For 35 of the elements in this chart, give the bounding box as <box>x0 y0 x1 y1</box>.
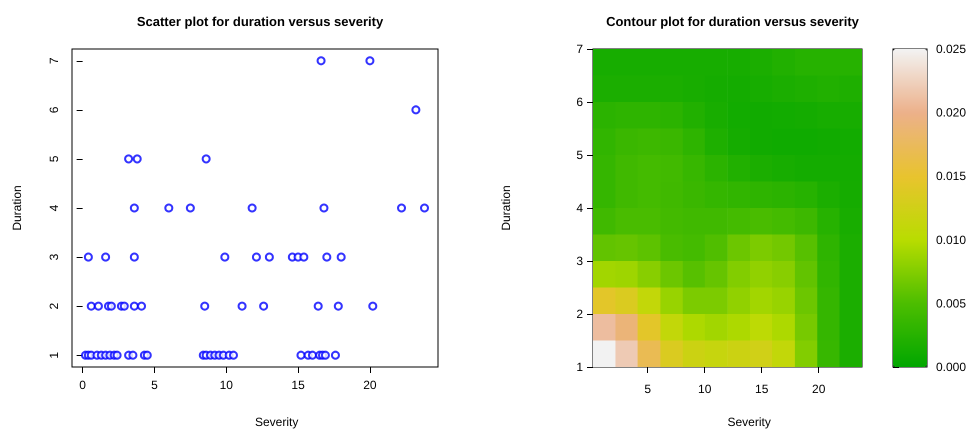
y-tick-label: 7 <box>47 57 61 64</box>
x-axis-title: Severity <box>728 415 771 429</box>
x-axis-title: Severity <box>255 415 298 429</box>
y-tick-label: 1 <box>576 360 584 374</box>
color-bar-label: 0.025 <box>936 42 966 56</box>
color-bar-label: 0.000 <box>936 360 966 374</box>
x-tick-label: 20 <box>363 378 377 392</box>
y-axis-title: Duration <box>499 185 513 231</box>
y-tick-label: 3 <box>47 253 61 260</box>
y-tick-label: 6 <box>47 106 61 114</box>
x-tick-label: 5 <box>151 378 158 392</box>
x-tick-label: 15 <box>291 378 306 392</box>
y-tick-label: 7 <box>576 42 584 56</box>
y-tick-label: 5 <box>576 148 584 162</box>
x-tick-label: 0 <box>79 378 86 392</box>
color-bar-label: 0.005 <box>936 296 966 310</box>
x-tick-label: 10 <box>698 382 712 396</box>
y-axis-title: Duration <box>10 185 24 231</box>
x-tick-label: 20 <box>812 382 826 396</box>
color-bar-label: 0.010 <box>936 232 966 247</box>
x-tick-label: 15 <box>755 382 769 396</box>
y-tick-label: 2 <box>576 307 584 321</box>
chart-title: Scatter plot for duration versus severity <box>136 14 384 29</box>
y-tick-label: 1 <box>47 352 61 359</box>
y-tick-label: 3 <box>576 254 584 268</box>
y-tick-label: 2 <box>47 302 61 310</box>
chart-title: Contour plot for duration versus severity <box>606 14 860 29</box>
y-tick-label: 5 <box>47 155 61 162</box>
color-bar-label: 0.020 <box>936 106 966 120</box>
y-tick-label: 4 <box>576 201 584 215</box>
x-tick-label: 5 <box>644 382 652 396</box>
y-tick-label: 4 <box>47 204 61 212</box>
x-tick-label: 10 <box>220 378 234 392</box>
color-bar-label: 0.015 <box>936 169 966 184</box>
y-tick-label: 6 <box>576 95 584 109</box>
